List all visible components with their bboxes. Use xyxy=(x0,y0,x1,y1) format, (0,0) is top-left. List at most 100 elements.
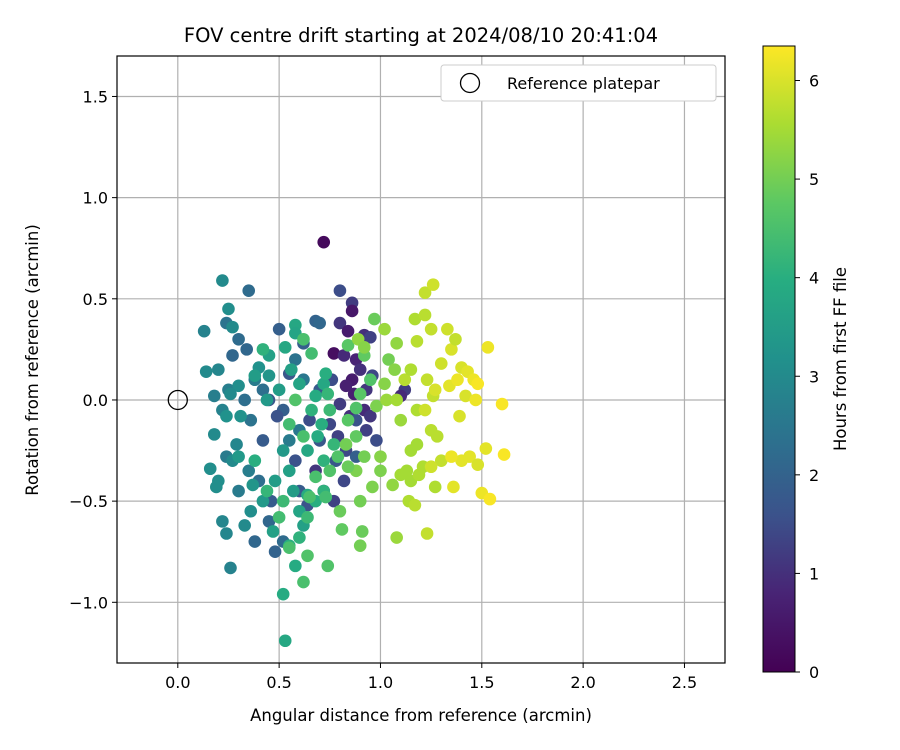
colorbar-tick-label: 1 xyxy=(809,564,819,583)
scatter-point xyxy=(315,417,328,431)
scatter-point xyxy=(262,369,276,382)
scatter-point xyxy=(248,535,262,548)
scatter-point xyxy=(220,527,233,540)
scatter-point xyxy=(319,490,333,504)
scatter-point xyxy=(418,286,432,300)
scatter-point xyxy=(386,478,399,492)
scatter-point xyxy=(309,470,322,484)
scatter-points xyxy=(167,235,511,648)
y-tick-label: 0.5 xyxy=(83,290,108,309)
scatter-point xyxy=(418,403,432,417)
scatter-point xyxy=(262,515,276,528)
colorbar-tick-label: 0 xyxy=(809,663,819,682)
scatter-point xyxy=(335,523,349,536)
scatter-point xyxy=(481,341,495,354)
scatter-point xyxy=(270,409,284,423)
scatter-point xyxy=(353,387,367,401)
y-tick-label: −0.5 xyxy=(69,492,108,511)
scatter-point xyxy=(398,373,412,387)
scatter-point xyxy=(199,365,213,378)
scatter-point xyxy=(278,634,292,648)
scatter-point xyxy=(230,438,243,451)
scatter-point xyxy=(434,454,448,467)
scatter-point xyxy=(341,339,355,352)
scatter-point xyxy=(256,383,270,397)
scatter-point xyxy=(370,399,383,413)
scatter-point xyxy=(321,387,335,401)
scatter-point xyxy=(238,393,251,407)
y-tick-label: 1.0 xyxy=(83,189,108,208)
scatter-point xyxy=(390,531,403,544)
scatter-point xyxy=(337,474,351,488)
scatter-point xyxy=(323,464,337,478)
scatter-point xyxy=(197,324,211,338)
scatter-point xyxy=(471,377,485,391)
scatter-point xyxy=(359,424,373,437)
scatter-point xyxy=(469,393,483,407)
scatter-point xyxy=(317,377,331,391)
scatter-point xyxy=(287,484,300,498)
scatter-point xyxy=(483,492,497,506)
scatter-point xyxy=(268,474,282,488)
x-tick-label: 2.5 xyxy=(672,673,697,692)
legend-box xyxy=(440,64,717,102)
scatter-point xyxy=(256,434,270,447)
scatter-point xyxy=(226,320,239,334)
reference-platepar-marker xyxy=(167,389,188,411)
x-tick-label: 0.5 xyxy=(266,673,291,692)
scatter-point xyxy=(289,559,302,573)
scatter-point xyxy=(390,337,403,350)
scatter-point xyxy=(364,409,377,423)
scatter-point xyxy=(317,235,331,249)
scatter-point xyxy=(366,480,379,494)
scatter-point xyxy=(240,343,254,356)
scatter-point xyxy=(364,373,377,387)
colorbar-tick-label: 6 xyxy=(809,72,819,91)
scatter-point xyxy=(303,413,316,427)
scatter-point xyxy=(282,417,296,431)
legend-label-reference: Reference platepar xyxy=(507,74,660,93)
scatter-point xyxy=(449,332,462,346)
legend-marker-reference xyxy=(459,72,481,94)
y-tick-label: 1.5 xyxy=(83,87,108,106)
scatter-point xyxy=(479,442,493,455)
scatter-point xyxy=(311,430,324,443)
scatter-point xyxy=(260,393,274,407)
scatter-point xyxy=(368,312,381,326)
scatter-point xyxy=(441,322,454,336)
x-axis-label: Angular distance from reference (arcmin) xyxy=(250,706,592,725)
scatter-point xyxy=(282,541,296,554)
scatter-point xyxy=(408,312,422,326)
scatter-point xyxy=(434,357,448,370)
scatter-point xyxy=(266,525,280,538)
scatter-point xyxy=(339,438,353,451)
scatter-point xyxy=(353,494,367,508)
colorbar-tick-label: 5 xyxy=(809,170,819,189)
scatter-point xyxy=(282,464,296,478)
scatter-point xyxy=(212,363,225,376)
scatter-point xyxy=(337,349,351,362)
scatter-point xyxy=(276,444,290,457)
x-tick-label: 2.0 xyxy=(570,673,595,692)
scatter-point xyxy=(301,444,314,457)
scatter-point xyxy=(224,561,237,575)
scatter-point xyxy=(374,464,387,478)
scatter-point xyxy=(238,519,251,532)
scatter-point xyxy=(242,464,256,478)
scatter-point xyxy=(400,464,414,478)
scatter-point xyxy=(378,377,391,391)
scatter-point xyxy=(424,322,438,336)
scatter-point xyxy=(428,383,442,397)
scatter-point xyxy=(333,316,347,330)
scatter-point xyxy=(380,393,393,407)
scatter-point xyxy=(309,389,322,403)
colorbar-gradient xyxy=(762,45,796,673)
scatter-point xyxy=(297,332,310,346)
scatter-point xyxy=(378,322,391,336)
scatter-point xyxy=(333,397,347,411)
scatter-point xyxy=(447,480,460,494)
scatter-point xyxy=(353,363,367,376)
scatter-point xyxy=(445,450,458,463)
y-axis-label: Rotation from reference (arcmin) xyxy=(23,224,42,496)
scatter-point xyxy=(420,527,434,540)
